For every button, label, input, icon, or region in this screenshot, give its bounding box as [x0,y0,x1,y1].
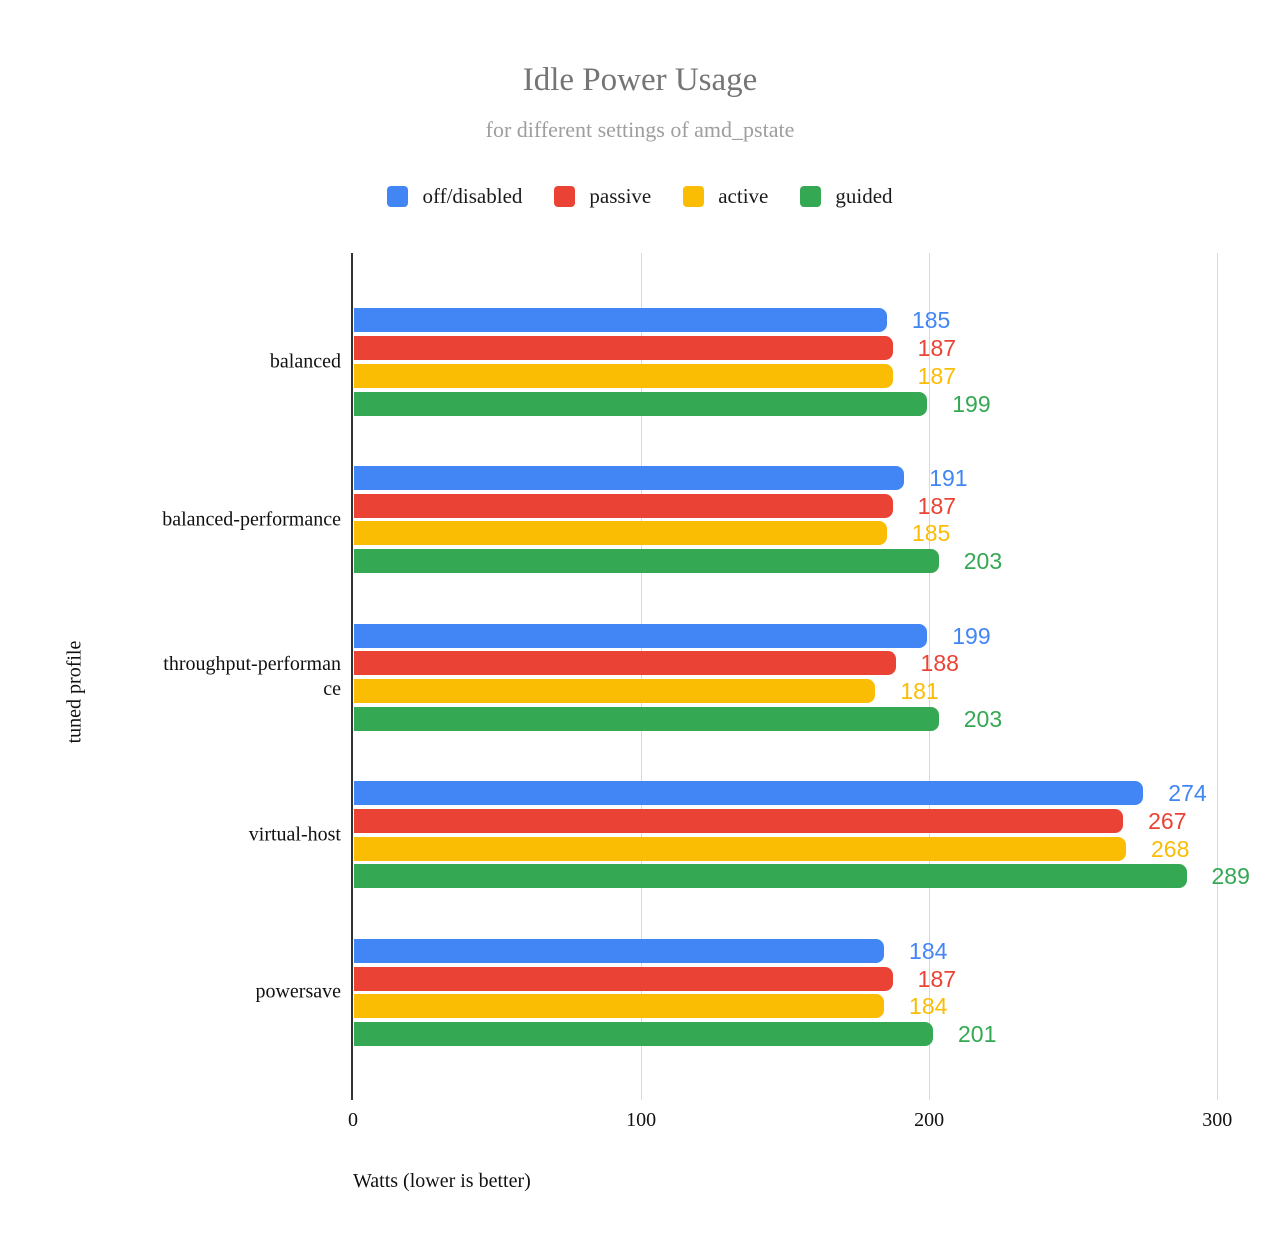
legend-swatch-active-icon [683,185,705,207]
legend-label-active: active [718,184,769,208]
bar-passive-throughput-performance[interactable] [354,651,896,676]
bar-off-disabled-balanced-performance[interactable] [354,466,905,491]
value-label-passive-virtual-host: 267 [1148,807,1187,834]
value-label-off-disabled-throughput-performance: 199 [952,622,991,649]
x-tick-300: 300 [1202,1109,1233,1131]
category-label-balanced-performance: balanced-performance [162,508,341,531]
value-label-passive-throughput-performance: 188 [920,650,959,677]
legend-swatch-passive-icon [554,185,576,207]
bar-active-powersave[interactable] [354,994,885,1019]
value-label-off-disabled-balanced-performance: 191 [929,465,968,492]
x-tick-200: 200 [914,1109,945,1131]
bar-guided-virtual-host[interactable] [354,864,1187,889]
legend-item-passive: passive [554,184,651,208]
legend-item-guided: guided [800,184,893,208]
bar-passive-virtual-host[interactable] [354,808,1124,833]
chart-legend: off/disabled passive active guided [0,184,1280,208]
category-label-powersave: powersave [255,980,341,1003]
legend-label-off-disabled: off/disabled [422,184,523,208]
value-label-guided-balanced-performance: 203 [963,548,1003,575]
value-label-active-balanced-performance: 185 [911,520,951,547]
bar-active-virtual-host[interactable] [354,836,1126,861]
bar-passive-balanced-performance[interactable] [354,493,893,518]
plot-area: 185 187 187 199 191 187 185 203 199 188 181 203 274 2… [351,253,1250,1100]
legend-swatch-off-disabled-icon [387,185,409,207]
bar-guided-powersave[interactable] [354,1021,933,1046]
y-axis-line [351,253,353,1100]
chart-title: Idle Power Usage [522,62,758,98]
value-label-active-throughput-performance: 181 [900,678,939,705]
bar-guided-balanced-performance[interactable] [354,549,939,574]
gridline-200 [929,253,931,1100]
value-label-guided-virtual-host: 289 [1211,863,1250,890]
legend-swatch-guided-icon [800,185,822,207]
value-label-passive-balanced-performance: 187 [917,492,957,519]
x-tick-100: 100 [626,1109,657,1131]
value-label-off-disabled-virtual-host: 274 [1168,780,1207,807]
legend-label-passive: passive [589,184,652,208]
value-label-guided-powersave: 201 [958,1020,997,1047]
legend-label-guided: guided [835,184,893,208]
bar-off-disabled-balanced[interactable] [354,308,887,333]
category-label-balanced: balanced [269,350,341,373]
bar-active-balanced[interactable] [354,363,893,388]
bar-off-disabled-virtual-host[interactable] [354,781,1144,806]
legend-item-off-disabled: off/disabled [387,184,522,208]
bar-passive-powersave[interactable] [354,966,893,991]
bar-active-balanced-performance[interactable] [354,521,887,546]
value-label-passive-balanced: 187 [917,335,957,362]
bar-passive-balanced[interactable] [354,336,893,361]
bar-active-throughput-performance[interactable] [354,679,876,704]
value-label-active-balanced: 187 [917,362,957,389]
bar-guided-throughput-performance[interactable] [354,706,939,731]
chart-subtitle: for different settings of amd_pstate [485,117,795,142]
category-label-virtual-host: virtual-host [248,823,341,846]
bar-guided-balanced[interactable] [354,391,928,416]
x-axis-title: Watts (lower is better) [353,1170,531,1192]
x-tick-0: 0 [348,1109,358,1131]
category-label-throughput-performance: throughput-performan ce [163,653,341,701]
bar-off-disabled-powersave[interactable] [354,938,885,963]
value-label-passive-powersave: 187 [917,965,957,992]
gridline-100 [641,253,643,1100]
value-label-off-disabled-balanced: 185 [911,307,951,334]
value-label-off-disabled-powersave: 184 [909,937,948,964]
value-label-active-virtual-host: 268 [1151,835,1190,862]
gridline-300 [1217,253,1219,1100]
bar-off-disabled-throughput-performance[interactable] [354,623,928,648]
legend-item-active: active [683,184,768,208]
value-label-guided-balanced: 199 [952,390,991,417]
value-label-guided-throughput-performance: 203 [963,705,1003,732]
value-label-active-powersave: 184 [909,993,948,1020]
